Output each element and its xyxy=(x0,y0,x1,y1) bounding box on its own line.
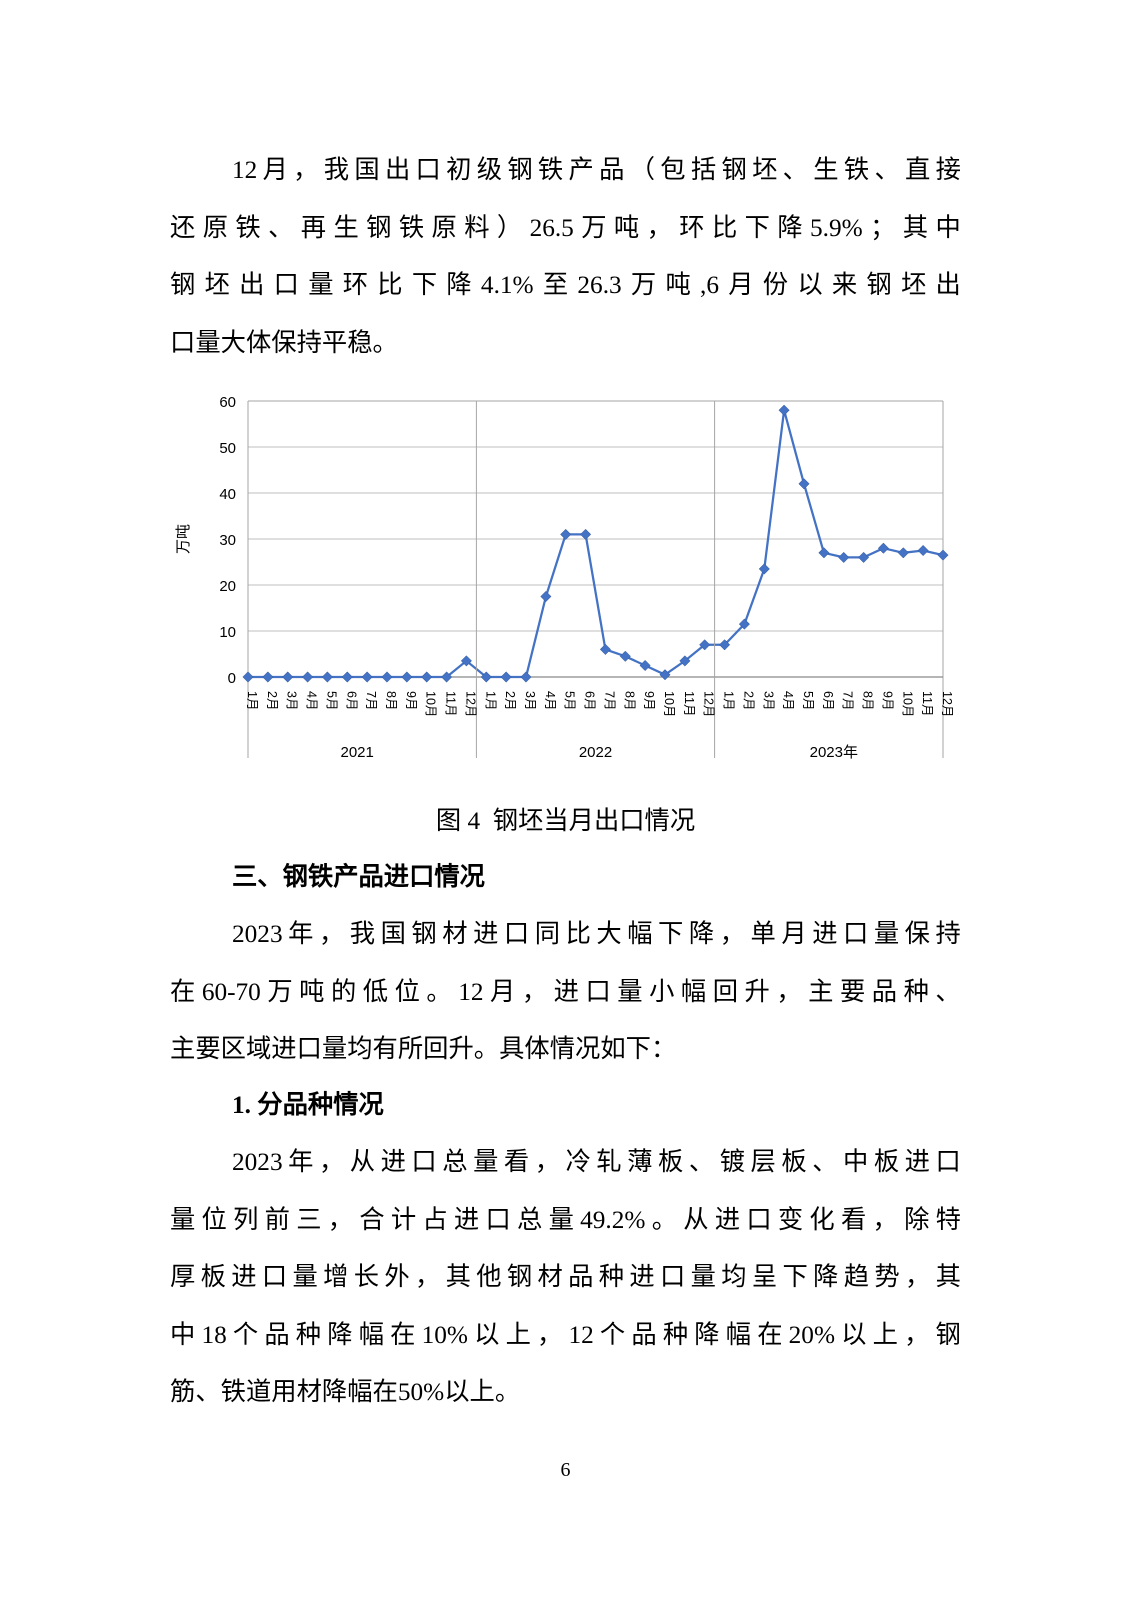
svg-text:11月: 11月 xyxy=(920,691,934,716)
svg-text:60: 60 xyxy=(219,394,236,411)
svg-text:20: 20 xyxy=(219,578,236,595)
svg-text:1月: 1月 xyxy=(245,691,259,710)
svg-text:0: 0 xyxy=(228,670,236,687)
svg-text:3月: 3月 xyxy=(523,691,537,710)
svg-text:9月: 9月 xyxy=(642,691,656,710)
svg-text:11月: 11月 xyxy=(444,691,458,716)
svg-text:5月: 5月 xyxy=(801,691,815,710)
svg-text:9月: 9月 xyxy=(404,691,418,710)
svg-text:12月: 12月 xyxy=(463,691,477,717)
svg-text:2021: 2021 xyxy=(341,744,374,761)
svg-text:2023年: 2023年 xyxy=(810,744,858,761)
svg-text:8月: 8月 xyxy=(384,691,398,710)
svg-text:10月: 10月 xyxy=(900,691,914,717)
svg-text:6月: 6月 xyxy=(821,691,835,710)
svg-text:3月: 3月 xyxy=(761,691,775,710)
svg-text:50: 50 xyxy=(219,440,236,457)
svg-text:4月: 4月 xyxy=(543,691,557,710)
svg-text:2月: 2月 xyxy=(265,691,279,710)
svg-text:30: 30 xyxy=(219,532,236,549)
svg-text:1月: 1月 xyxy=(722,691,736,710)
svg-text:2月: 2月 xyxy=(503,691,517,710)
svg-text:10月: 10月 xyxy=(662,691,676,717)
svg-text:40: 40 xyxy=(219,486,236,503)
svg-text:3月: 3月 xyxy=(285,691,299,710)
svg-text:10月: 10月 xyxy=(424,691,438,717)
svg-text:7月: 7月 xyxy=(602,691,616,710)
svg-text:5月: 5月 xyxy=(563,691,577,710)
svg-text:12月: 12月 xyxy=(702,691,716,717)
svg-text:2月: 2月 xyxy=(741,691,755,710)
svg-text:11月: 11月 xyxy=(682,691,696,716)
svg-text:6月: 6月 xyxy=(583,691,597,710)
svg-text:8月: 8月 xyxy=(861,691,875,710)
svg-text:8月: 8月 xyxy=(622,691,636,710)
svg-text:7月: 7月 xyxy=(364,691,378,710)
svg-text:7月: 7月 xyxy=(841,691,855,710)
svg-text:4月: 4月 xyxy=(781,691,795,710)
svg-text:9月: 9月 xyxy=(880,691,894,710)
svg-text:12月: 12月 xyxy=(940,691,954,717)
svg-text:万吨: 万吨 xyxy=(175,524,192,554)
svg-text:1月: 1月 xyxy=(483,691,497,710)
svg-text:10: 10 xyxy=(219,624,236,641)
svg-text:6月: 6月 xyxy=(344,691,358,710)
svg-text:4月: 4月 xyxy=(305,691,319,710)
svg-text:5月: 5月 xyxy=(324,691,338,710)
svg-text:2022: 2022 xyxy=(579,744,612,761)
